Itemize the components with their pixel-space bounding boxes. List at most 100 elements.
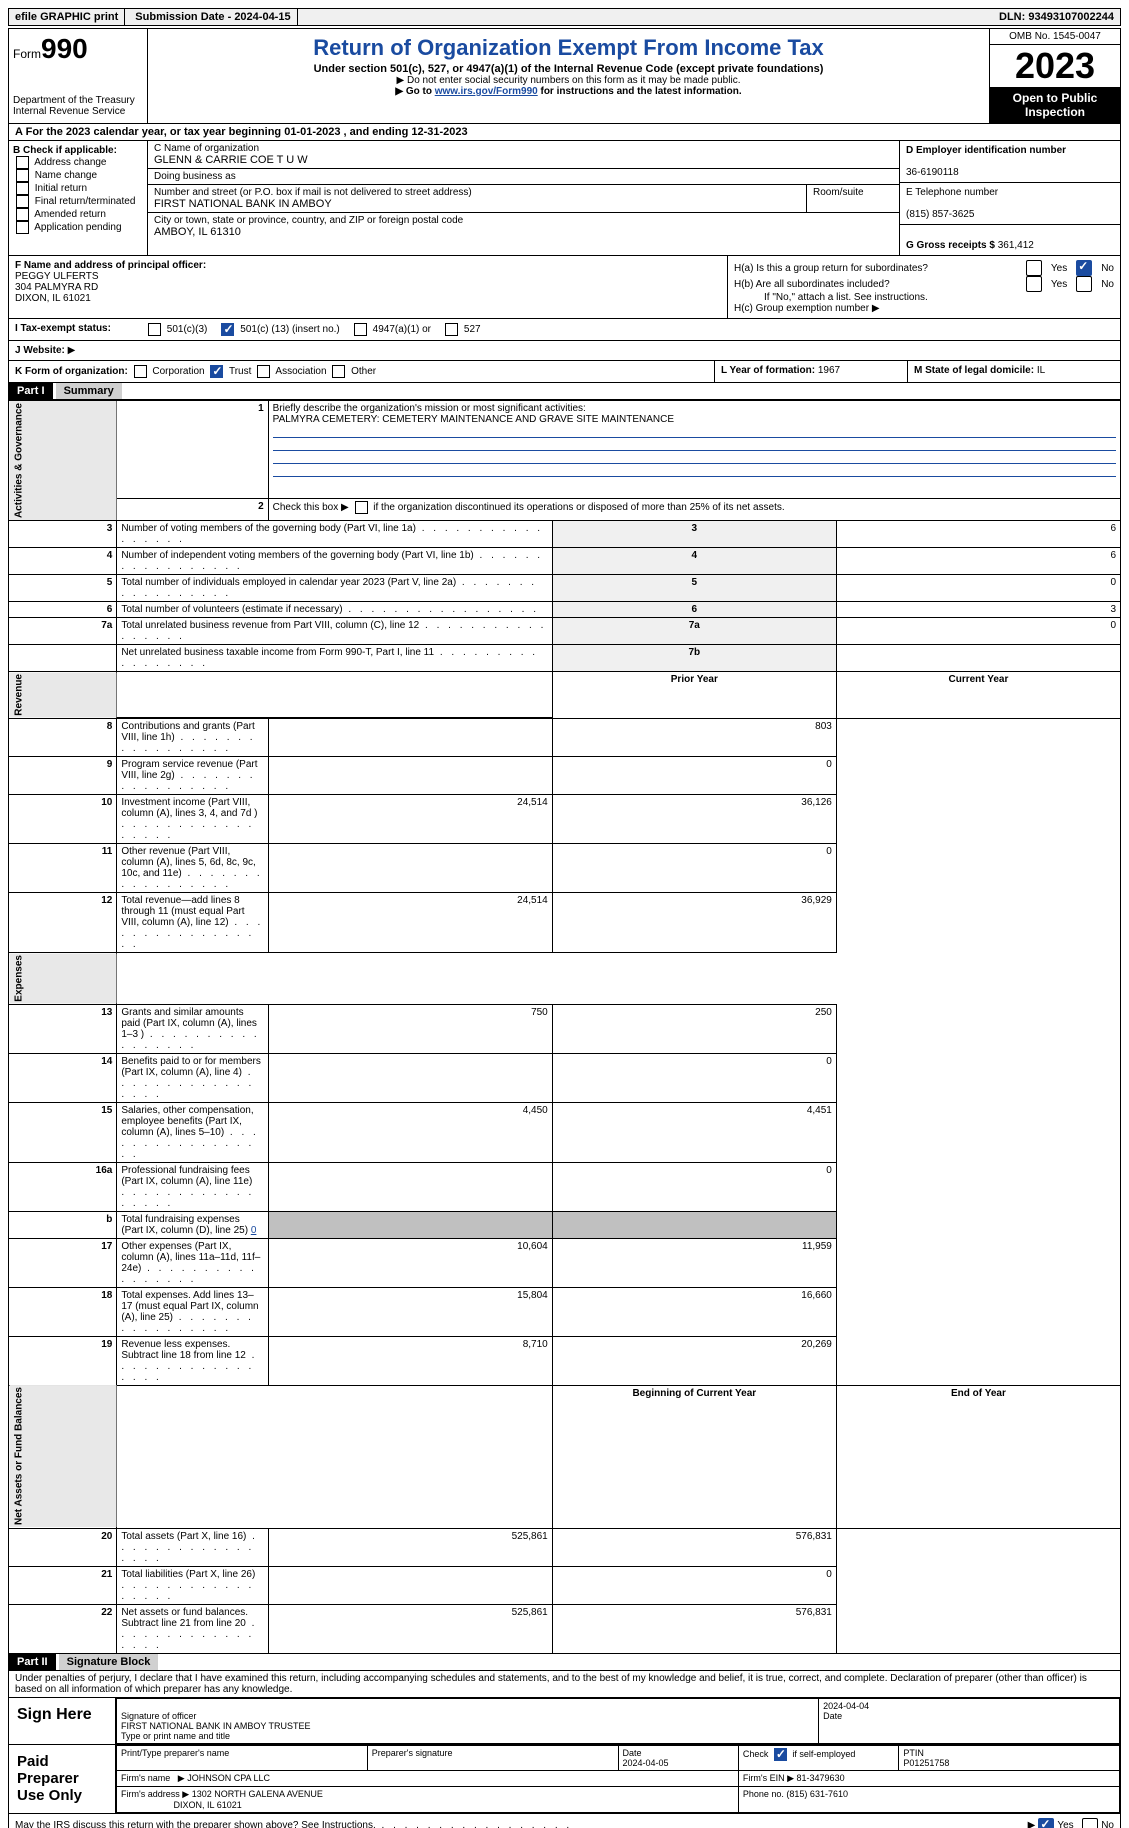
sig-officer-label: Signature of officer	[121, 1711, 196, 1721]
hb-row: H(b) Are all subordinates included? Yes …	[734, 276, 1114, 292]
line-num: 15	[9, 1102, 117, 1162]
sig-date-label: Date	[823, 1711, 842, 1721]
line-desc: Total expenses. Add lines 13–17 (must eq…	[117, 1287, 268, 1336]
m-value: IL	[1037, 365, 1045, 376]
b-opt-checkbox[interactable]	[16, 208, 29, 221]
k-opt-checkbox[interactable]	[332, 365, 345, 378]
c-name-label: C Name of organization	[154, 143, 259, 154]
part2-tag: Part II	[9, 1654, 56, 1670]
header-left: Form990 Department of the Treasury Inter…	[9, 29, 148, 123]
line-num: 22	[9, 1604, 117, 1653]
l2-checkbox[interactable]	[355, 501, 368, 514]
4947-checkbox[interactable]	[354, 323, 367, 336]
discuss-yes-checkbox[interactable]	[1038, 1818, 1054, 1828]
ein-bullet: ▶	[787, 1773, 794, 1783]
firm-addr2: DIXON, IL 61021	[174, 1800, 242, 1810]
firm-bullet: ▶	[178, 1773, 185, 1783]
form-title: Return of Organization Exempt From Incom…	[156, 35, 981, 61]
k-opt-checkbox[interactable]	[257, 365, 270, 378]
a-row-text: For the 2023 calendar year, or tax year …	[26, 126, 468, 138]
part1-header-row: Part I Summary	[8, 383, 1121, 400]
paid-label: Paid Preparer Use Only	[9, 1745, 116, 1813]
part1-tag: Part I	[9, 383, 53, 399]
form-prefix: Form	[13, 47, 41, 61]
phone-label: E Telephone number	[906, 187, 998, 198]
527-checkbox[interactable]	[445, 323, 458, 336]
dln: DLN: 93493107002244	[993, 9, 1120, 25]
line-num: 18	[9, 1287, 117, 1336]
current-value: 0	[552, 1053, 836, 1102]
hb-yes-checkbox[interactable]	[1026, 276, 1042, 292]
begin-year-header: Beginning of Current Year	[552, 1385, 836, 1528]
irs-link[interactable]: www.irs.gov/Form990	[435, 86, 538, 97]
prior-value	[268, 1162, 552, 1211]
discuss-no-checkbox[interactable]	[1082, 1818, 1098, 1828]
line-num: 17	[9, 1238, 117, 1287]
firm-phone-cell: Phone no. (815) 631-7610	[738, 1786, 1119, 1812]
l-cell: L Year of formation: 1967	[714, 361, 907, 382]
city-cell: City or town, state or province, country…	[148, 213, 899, 240]
table-row: 19Revenue less expenses. Subtract line 1…	[9, 1336, 1121, 1385]
501c-checkbox[interactable]	[221, 323, 234, 336]
m-cell: M State of legal domicile: IL	[907, 361, 1120, 382]
prior-value	[268, 718, 552, 757]
table-row: Net unrelated business taxable income fr…	[9, 645, 1121, 672]
ptin-label: PTIN	[903, 1748, 924, 1758]
line-num: 20	[9, 1528, 117, 1566]
k-opt-checkbox[interactable]	[134, 365, 147, 378]
b-opt-checkbox[interactable]	[16, 221, 29, 234]
l1-text: PALMYRA CEMETERY: CEMETERY MAINTENANCE A…	[273, 414, 674, 425]
l1-label: Briefly describe the organization's miss…	[273, 403, 586, 414]
c-name-cell: C Name of organization GLENN & CARRIE CO…	[148, 141, 899, 169]
header-right: OMB No. 1545-0047 2023 Open to Public In…	[989, 29, 1120, 123]
line-desc: Total revenue—add lines 8 through 11 (mu…	[117, 893, 268, 953]
line-box: 6	[552, 602, 836, 618]
col-b: B Check if applicable: Address change Na…	[9, 141, 148, 255]
top-bar: efile GRAPHIC print Submission Date - 20…	[8, 8, 1121, 26]
side-expenses: Expenses	[9, 953, 117, 1005]
line-desc: Total number of individuals employed in …	[117, 575, 552, 602]
line2-cell: Check this box ▶ if the organization dis…	[268, 498, 1120, 520]
goto-pre: Go to	[406, 86, 435, 97]
line-desc: Other expenses (Part IX, column (A), lin…	[117, 1238, 268, 1287]
b-opt-checkbox[interactable]	[16, 156, 29, 169]
k-opt-checkbox[interactable]	[210, 365, 223, 378]
line-num: 9	[9, 757, 117, 795]
501c3-checkbox[interactable]	[148, 323, 161, 336]
prior-value	[268, 1053, 552, 1102]
dept-treasury: Department of the Treasury Internal Reve…	[13, 95, 143, 117]
i-o4: 527	[464, 324, 481, 335]
line-value	[836, 645, 1120, 672]
efile-button[interactable]: efile GRAPHIC print	[9, 9, 125, 25]
line-num: 3	[9, 521, 117, 548]
sig-officer-cell: Signature of officer FIRST NATIONAL BANK…	[117, 1698, 819, 1743]
ha-no-checkbox[interactable]	[1076, 260, 1092, 276]
line-desc: Net assets or fund balances. Subtract li…	[117, 1604, 268, 1653]
type-name-label: Type or print name and title	[121, 1731, 230, 1741]
line-num: 7a	[9, 618, 117, 645]
b-opt-checkbox[interactable]	[16, 169, 29, 182]
self-emp-checkbox[interactable]	[774, 1748, 787, 1761]
current-value: 4,451	[552, 1102, 836, 1162]
line-num: 2	[117, 498, 268, 520]
current-value: 803	[552, 718, 836, 757]
prior-value: 525,861	[268, 1528, 552, 1566]
line-desc: Program service revenue (Part VIII, line…	[117, 757, 268, 795]
ha-yes-checkbox[interactable]	[1026, 260, 1042, 276]
sign-block: Sign Here Signature of officer FIRST NAT…	[8, 1698, 1121, 1745]
ein-label: D Employer identification number	[906, 145, 1066, 156]
table-row: 9Program service revenue (Part VIII, lin…	[9, 757, 1121, 795]
table-row: 4Number of independent voting members of…	[9, 548, 1121, 575]
l2-bullet: ▶	[341, 502, 349, 513]
hb-no-checkbox[interactable]	[1076, 276, 1092, 292]
b-opt-checkbox[interactable]	[16, 195, 29, 208]
current-value: 0	[552, 1162, 836, 1211]
table-row: 17Other expenses (Part IX, column (A), l…	[9, 1238, 1121, 1287]
line16b-row: b Total fundraising expenses (Part IX, c…	[9, 1211, 1121, 1238]
gross-value: 361,412	[998, 240, 1034, 251]
street-row: Number and street (or P.O. box if mail i…	[148, 185, 899, 213]
table-row: 12Total revenue—add lines 8 through 11 (…	[9, 893, 1121, 953]
prior-value: 24,514	[268, 893, 552, 953]
b-opt-checkbox[interactable]	[16, 182, 29, 195]
table-row: 15Salaries, other compensation, employee…	[9, 1102, 1121, 1162]
